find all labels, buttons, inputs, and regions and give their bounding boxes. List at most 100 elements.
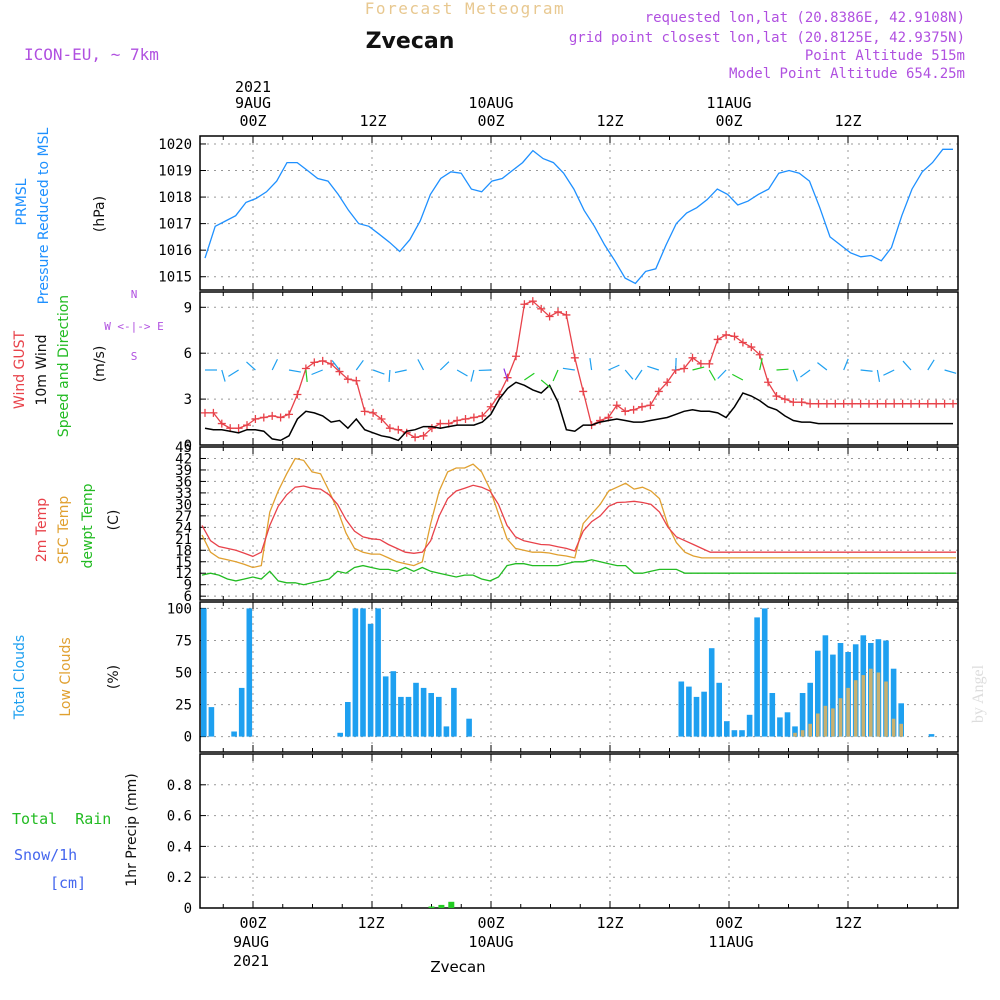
- gust-marker: [276, 413, 285, 422]
- low-cloud-bar: [793, 732, 797, 737]
- gust-marker: [780, 395, 789, 404]
- wind-arrow: [589, 358, 593, 371]
- gust-marker: [680, 364, 689, 373]
- wind-arrow: [624, 369, 634, 380]
- model-altitude: Model Point Altitude 654.25m: [729, 66, 965, 82]
- compass-we: W <-|-> E: [104, 320, 164, 333]
- point-altitude: Point Altitude 515m: [805, 48, 965, 64]
- low-cloud-bar: [838, 698, 843, 737]
- gust-marker: [688, 353, 697, 362]
- gust-marker: [848, 399, 857, 408]
- gust-marker: [654, 387, 663, 396]
- gust-marker: [453, 416, 462, 425]
- gust-marker: [394, 425, 403, 434]
- total-cloud-bar: [413, 682, 419, 737]
- gust-marker: [831, 399, 840, 408]
- gust-marker: [772, 392, 781, 401]
- bottom-day-3: 11AUG: [708, 933, 753, 951]
- wind-arrow: [800, 369, 811, 378]
- precip-ytick-label: 0.8: [167, 778, 192, 794]
- pressure-ytick-label: 1020: [158, 137, 192, 153]
- gust-marker: [638, 402, 646, 411]
- gust-marker: [629, 405, 638, 414]
- snow-unit: [cm]: [50, 874, 86, 892]
- compass-n: N: [131, 288, 138, 301]
- total-cloud-bar: [708, 648, 715, 737]
- gust-marker: [335, 367, 344, 376]
- gust-marker: [747, 343, 756, 352]
- prmsl-label: PRMSL: [14, 178, 30, 225]
- bottom-00z-2: 00Z: [477, 914, 504, 932]
- wind-arrow: [503, 368, 509, 381]
- temp-ytick-label: 15: [175, 555, 192, 571]
- precip-ytick-label: 0.4: [167, 839, 192, 855]
- gust-marker: [705, 359, 714, 368]
- total-cloud-bar: [405, 696, 412, 737]
- wind-arrow: [562, 367, 575, 371]
- precip-ytick-label: 0.2: [167, 870, 192, 886]
- wind-ytick-label: 9: [184, 300, 192, 316]
- wind-arrow: [927, 359, 935, 371]
- total-cloud-bar: [337, 732, 343, 737]
- precip-frame: [199, 753, 959, 909]
- total-cloud-bar: [352, 608, 359, 737]
- rain-bar: [448, 901, 455, 908]
- temp-ytick-label: 21: [175, 532, 192, 548]
- gust-marker: [806, 399, 815, 408]
- cloud-labels: Total Clouds Low Clouds (%): [12, 635, 122, 720]
- total-cloud-bar: [746, 714, 753, 737]
- total-cloud-bar: [678, 681, 685, 737]
- gust-marker: [268, 411, 277, 420]
- total-cloud-bar: [231, 731, 237, 737]
- temp-ytick-label: 30: [175, 497, 192, 513]
- clouds-ytick-label: 100: [167, 601, 192, 617]
- gust-marker: [696, 359, 705, 368]
- gust-marker: [839, 399, 848, 408]
- gust-marker: [570, 353, 579, 362]
- gust-marker: [932, 399, 941, 408]
- gust-marker: [234, 424, 243, 433]
- total-cloud-bar: [375, 608, 381, 737]
- gust-marker: [890, 399, 899, 408]
- wind-arrow: [647, 365, 659, 371]
- wind-arrow: [417, 359, 425, 371]
- bottom-12z-3: 12Z: [834, 914, 861, 932]
- wind10-line: [204, 381, 953, 442]
- gust-marker: [722, 330, 731, 339]
- wind-arrow: [944, 369, 957, 374]
- gust-marker: [554, 307, 562, 316]
- gust-marker: [436, 419, 445, 428]
- gust-marker: [520, 300, 529, 309]
- wind-arrow: [817, 362, 828, 371]
- bottom-00z-1: 00Z: [239, 914, 266, 932]
- wind-arrow: [394, 369, 407, 374]
- wind-arrow: [439, 361, 450, 371]
- wind-arrow: [776, 368, 789, 371]
- total-cloud-bar: [398, 696, 404, 737]
- wind-arrow: [288, 369, 301, 373]
- pressure-ytick-label: 1016: [158, 243, 192, 259]
- gust-marker: [949, 399, 957, 408]
- gust-marker: [343, 375, 352, 384]
- total-cloud-bar: [443, 726, 450, 737]
- bottom-00z-3: 00Z: [715, 914, 742, 932]
- gust-marker: [764, 378, 773, 387]
- gust-marker: [285, 410, 293, 419]
- low-cloud-bar: [899, 723, 903, 737]
- gust-marker: [865, 399, 873, 408]
- pressure-ytick-label: 1015: [158, 270, 192, 286]
- wind-arrow: [608, 364, 620, 371]
- wind-arrow: [860, 369, 873, 372]
- total-cloud-bar: [201, 608, 207, 737]
- gust-marker: [318, 356, 327, 365]
- total-cloud-bar: [382, 676, 389, 737]
- wind-arrow: [355, 359, 364, 371]
- location-title: Zvecan: [366, 29, 455, 54]
- wind-arrow: [388, 369, 391, 383]
- low-cloud-bar: [816, 713, 820, 737]
- top-day-1: 9AUG: [235, 94, 271, 112]
- total-cloud-bar: [466, 718, 472, 737]
- gust-marker: [402, 428, 411, 437]
- wind-frame: [199, 291, 959, 446]
- precip-labels: Total Rain Snow/1h [cm] 1hr Precip (mm): [12, 773, 140, 892]
